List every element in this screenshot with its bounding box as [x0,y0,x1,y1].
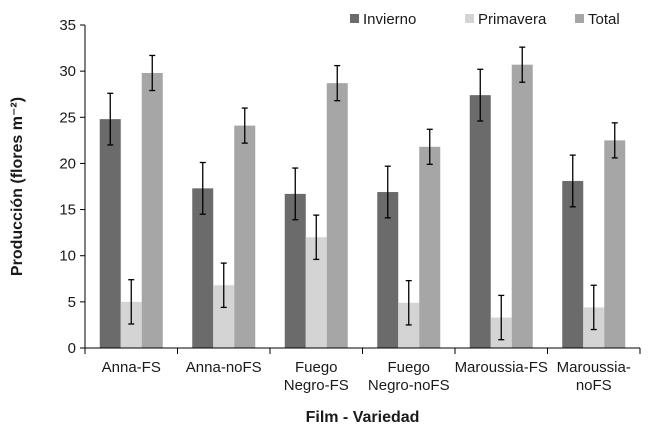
legend-label: Invierno [363,11,416,28]
y-tick-label: 0 [68,340,76,357]
bar-invierno [99,119,121,348]
y-tick-labels: 0 5 10 15 20 25 30 35 [59,17,76,357]
bar-total [419,146,441,348]
legend-label: Total [588,11,620,28]
error-bar [128,279,135,325]
y-tick-label: 35 [59,17,76,34]
y-tick-label: 15 [59,202,76,219]
legend-item-total: Total [575,11,620,28]
axes-group [80,24,641,354]
bar-primavera [305,237,327,348]
error-bar [477,68,484,122]
bar-primavera [120,301,142,348]
error-bar [292,167,299,221]
y-axis-title: Producción (flores m⁻²) [9,97,26,276]
error-bar [241,107,248,144]
error-bar [199,161,206,215]
error-bar [498,294,505,341]
legend-swatch [465,14,474,23]
error-bar [611,122,618,159]
bar-invierno [377,192,399,348]
x-category-label: Fuego Negro-FS [284,359,349,394]
bar-invierno [192,188,214,348]
bar-total [326,83,348,348]
x-tick-labels: Anna-FS Anna-noFS Fuego Negro-FS Fuego Negro-… [102,359,631,394]
legend-swatch [575,14,584,23]
bars-group [99,64,626,348]
legend-item-invierno: Invierno [350,11,416,28]
x-category-label: Anna-FS [102,359,161,376]
legend: Invierno Primavera Total [350,11,620,28]
y-tick-label: 25 [59,109,76,126]
x-category-label: Maroussia-FS [455,359,548,376]
x-category-label: Maroussia-noFS [557,359,631,394]
error-bars-group [107,46,618,341]
bar-primavera [213,285,235,348]
error-bar [313,214,320,261]
error-bar [405,279,412,326]
bar-invierno [469,95,491,348]
bar-total [141,72,163,348]
error-bar [149,54,156,92]
x-category-label: Anna-noFS [186,359,262,376]
x-axis-title: Film - Variedad [306,409,420,426]
y-tick-label: 30 [59,63,76,80]
error-bar [590,284,597,331]
bar-total [604,140,626,348]
error-bar [384,165,391,219]
legend-swatch [350,14,359,23]
y-tick-label: 5 [68,294,76,311]
error-bar [334,64,341,102]
error-bar [426,128,433,166]
error-bar [107,92,114,146]
bar-total [511,64,533,348]
bar-invierno [284,193,306,348]
x-category-label: Fuego Negro-noFS [368,359,450,394]
error-bar [220,262,227,309]
error-bar [519,46,526,83]
error-bar [569,154,576,208]
y-tick-label: 20 [59,155,76,172]
legend-item-primavera: Primavera [465,11,547,28]
bar-invierno [562,180,584,348]
bar-total [234,125,256,348]
y-tick-label: 10 [59,248,76,265]
legend-label: Primavera [478,11,547,28]
